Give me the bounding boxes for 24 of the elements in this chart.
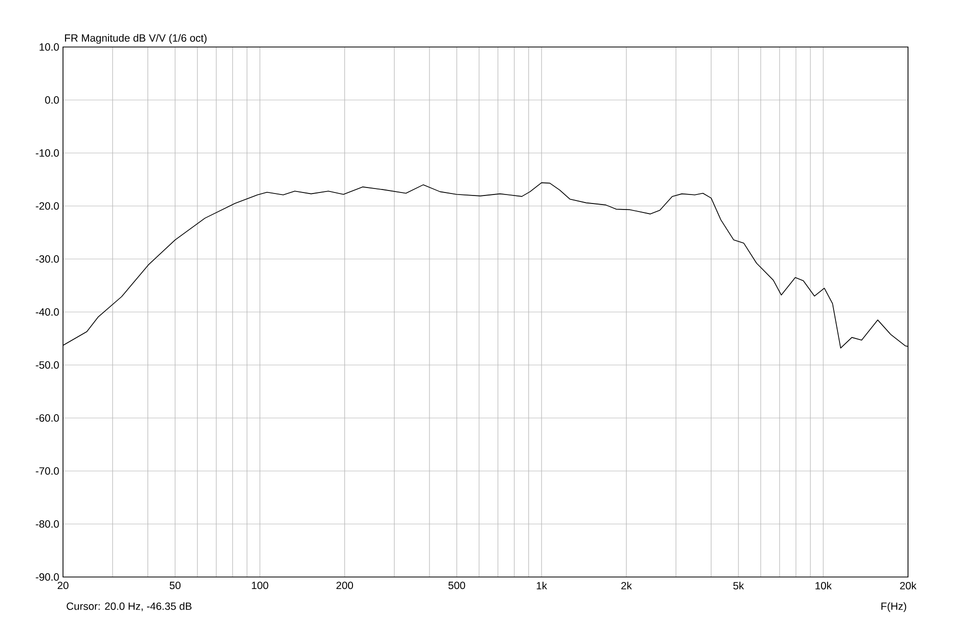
x-tick-label: 5k (733, 582, 744, 590)
y-tick-label: -90.0 (36, 573, 59, 581)
y-tick-label: 0.0 (45, 96, 59, 104)
x-tick-label: 500 (448, 582, 466, 590)
text: Cursor: 20.0 Hz, -46.35 dB (66, 602, 192, 612)
y-tick-label: -70.0 (36, 467, 59, 475)
x-tick-label: 20k (900, 582, 916, 590)
x-tick-label: 50 (170, 582, 181, 590)
x-tick-label: 200 (336, 582, 354, 590)
x-axis-title: F(Hz) (881, 602, 906, 612)
y-tick-label: -60.0 (36, 414, 59, 422)
y-tick-label: -50.0 (36, 361, 59, 369)
x-tick-label: 1k (536, 582, 548, 590)
x-tick-label: 20 (58, 582, 68, 590)
x-tick-label: 10k (816, 582, 832, 590)
y-tick-label: -30.0 (36, 255, 59, 263)
x-tick-label: 2k (621, 582, 632, 590)
y-tick-label: -20.0 (36, 202, 59, 210)
chart-title: FR Magnitude dB V/V (1/6 oct) (65, 34, 207, 44)
y-tick-label: 10.0 (40, 43, 59, 51)
y-tick-label: -40.0 (36, 308, 59, 316)
y-tick-label: -10.0 (36, 149, 59, 157)
y-tick-label: -80.0 (36, 520, 59, 528)
x-tick-label: 100 (252, 582, 268, 590)
